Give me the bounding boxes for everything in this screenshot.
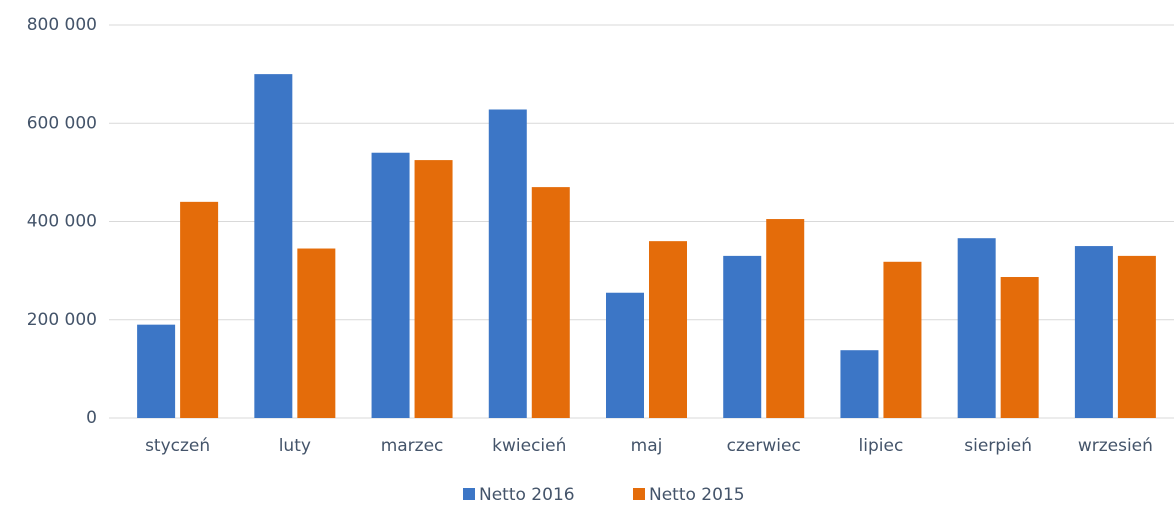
bar xyxy=(883,261,922,418)
y-tick-label: 400 000 xyxy=(27,212,97,232)
legend-label: Netto 2016 xyxy=(479,485,575,505)
x-tick-label: luty xyxy=(279,436,311,456)
bar xyxy=(297,248,336,418)
bar xyxy=(606,292,644,418)
bar xyxy=(1117,255,1156,418)
y-tick-label: 200 000 xyxy=(27,310,97,330)
y-tick-label: 600 000 xyxy=(27,113,97,133)
x-tick-label: czerwiec xyxy=(727,436,801,456)
bar xyxy=(649,241,687,418)
x-tick-label: styczeń xyxy=(145,436,210,456)
bar xyxy=(957,238,996,418)
legend-label: Netto 2015 xyxy=(649,485,745,505)
x-tick-label: wrzesień xyxy=(1078,436,1153,456)
bar xyxy=(531,187,570,418)
bar xyxy=(723,255,762,418)
bar xyxy=(414,160,453,418)
legend-swatch xyxy=(633,488,645,500)
bar xyxy=(488,109,527,419)
bar xyxy=(840,350,879,418)
y-tick-label: 800 000 xyxy=(27,15,97,35)
x-tick-label: kwiecień xyxy=(492,436,566,456)
x-tick-label: marzec xyxy=(381,436,444,456)
x-tick-label: maj xyxy=(631,436,663,456)
bar xyxy=(180,201,219,418)
x-tick-label: lipiec xyxy=(859,436,904,456)
bar xyxy=(1000,277,1039,418)
legend-swatch xyxy=(463,488,475,500)
bar xyxy=(254,74,293,418)
bar xyxy=(137,324,176,418)
y-tick-label: 0 xyxy=(86,408,97,428)
bar xyxy=(371,152,410,418)
bar xyxy=(1074,246,1113,418)
x-tick-label: sierpień xyxy=(964,436,1032,456)
bar xyxy=(766,219,805,418)
